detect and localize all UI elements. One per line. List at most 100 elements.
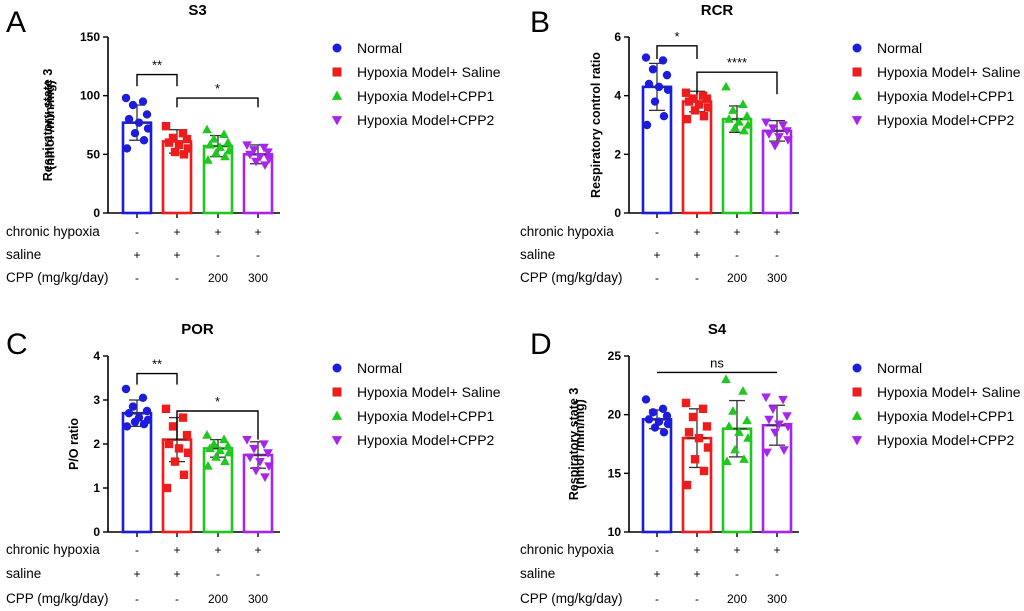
- point-d-2: [730, 444, 740, 454]
- point-c-2: [215, 445, 225, 455]
- point-d-3: [768, 405, 778, 414]
- legend-a: Normal Hypoxia Model+ Saline Hypoxia Model…: [331, 40, 501, 128]
- point-a-1: [170, 147, 180, 157]
- point-c-1: [182, 431, 192, 440]
- legend-marker-0: [852, 363, 862, 373]
- point-c-3: [264, 462, 274, 472]
- condition-value: +: [173, 248, 180, 262]
- condition-value: -: [655, 592, 659, 606]
- condition-value: +: [173, 567, 180, 581]
- legend-marker-3: [331, 116, 343, 126]
- point-c-0: [142, 406, 152, 416]
- condition-value: -: [775, 248, 779, 262]
- point-d-0: [644, 415, 654, 424]
- condition-row-label: saline: [6, 566, 41, 581]
- point-b-3: [782, 127, 792, 136]
- point-d-3: [764, 415, 774, 425]
- point-c-0: [128, 402, 138, 411]
- legend-label: Normal: [357, 360, 402, 376]
- point-b-0: [641, 53, 651, 62]
- bar-c-0: [121, 411, 153, 534]
- point-d-0: [663, 419, 673, 429]
- point-b-1: [681, 88, 691, 97]
- y-tick-label: 100: [80, 89, 100, 103]
- point-b-0: [654, 82, 664, 92]
- y-tick-label: 2: [614, 147, 621, 161]
- point-a-2: [203, 155, 213, 164]
- point-d-0: [650, 423, 660, 432]
- legend-marker-0: [852, 43, 862, 53]
- legend-marker-1: [852, 67, 862, 77]
- point-d-1: [684, 428, 694, 437]
- point-b-2: [724, 114, 734, 123]
- condition-value: -: [135, 271, 139, 285]
- point-a-2: [219, 129, 229, 138]
- point-a-1: [179, 150, 189, 159]
- point-c-3: [260, 473, 270, 483]
- legend-marker-1: [332, 387, 342, 397]
- point-d-0: [654, 417, 664, 426]
- point-a-0: [122, 144, 132, 153]
- point-c-1: [179, 470, 189, 479]
- condition-row-label: CPP (mg/kg/day): [6, 591, 109, 606]
- condition-value: +: [693, 225, 700, 239]
- point-d-2: [743, 433, 753, 442]
- point-a-1: [183, 144, 193, 153]
- point-d-2: [742, 415, 752, 425]
- point-d-1: [681, 398, 691, 408]
- condition-row-label: CPP (mg/kg/day): [520, 270, 623, 285]
- point-b-3: [770, 141, 780, 151]
- y-tick-label: 4: [614, 89, 621, 103]
- point-c-1: [161, 404, 171, 413]
- point-a-0: [124, 114, 134, 124]
- point-c-2: [219, 434, 229, 444]
- legend-marker-2: [851, 90, 863, 100]
- point-a-1: [174, 140, 184, 150]
- point-d-1: [702, 422, 712, 431]
- legend-marker-0: [332, 43, 342, 53]
- condition-value: +: [133, 567, 140, 581]
- legend-marker-2: [851, 410, 863, 420]
- legend-marker-2: [331, 410, 343, 420]
- significance-label: *: [674, 29, 679, 44]
- point-c-0: [138, 393, 148, 402]
- legend-d: Normal Hypoxia Model+ Saline Hypoxia Model…: [851, 360, 1021, 448]
- point-c-2: [203, 460, 213, 470]
- bar-c-2: [202, 447, 234, 534]
- point-c-2: [220, 456, 230, 466]
- condition-value: -: [175, 271, 179, 285]
- condition-value: +: [173, 543, 180, 557]
- significance-bracket: [656, 45, 698, 59]
- point-a-3: [249, 146, 259, 155]
- point-b-0: [662, 70, 672, 80]
- significance-bracket: [696, 71, 778, 95]
- legend-marker-2: [331, 90, 343, 100]
- legend-label: Hypoxia Model+ Saline: [877, 384, 1021, 400]
- point-b-3: [768, 124, 778, 133]
- point-d-3: [778, 395, 788, 405]
- condition-value: +: [733, 225, 740, 239]
- legend-label: Normal: [877, 40, 922, 56]
- y-tick-label: 0: [614, 206, 621, 220]
- point-b-1: [690, 106, 700, 115]
- condition-value: -: [256, 248, 260, 262]
- legend-label: Hypoxia Model+CPP2: [877, 432, 1015, 448]
- point-a-3: [260, 161, 270, 170]
- chart-title-c: POR: [181, 321, 214, 338]
- y-tick-label: 50: [87, 147, 101, 161]
- point-b-2: [742, 111, 752, 120]
- point-a-0: [139, 136, 149, 145]
- condition-value: +: [773, 543, 780, 557]
- condition-row-label: CPP (mg/kg/day): [6, 270, 109, 285]
- legend-marker-1: [852, 387, 862, 397]
- condition-value: -: [735, 248, 739, 262]
- significance-bracket: [136, 372, 178, 385]
- condition-value: 300: [767, 592, 787, 606]
- point-d-1: [694, 433, 704, 443]
- significance-bracket: [176, 97, 259, 108]
- chart-title-d: S4: [708, 321, 727, 338]
- y-tick-label: 6: [614, 30, 621, 44]
- legend-label: Normal: [877, 360, 922, 376]
